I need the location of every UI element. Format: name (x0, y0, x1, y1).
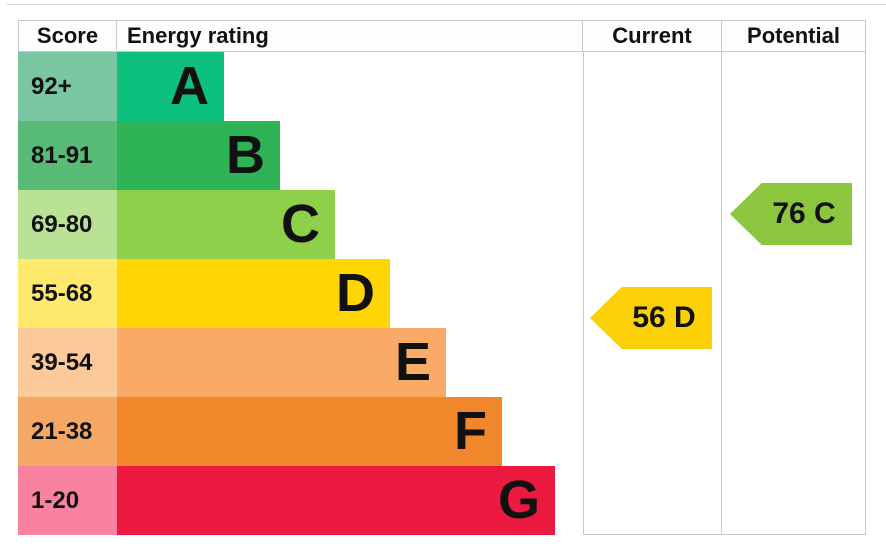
current-rating-label: 56 D (632, 301, 696, 334)
band-score-range: 81-91 (18, 121, 117, 190)
band-score-range: 39-54 (18, 328, 117, 397)
top-divider-line (6, 4, 886, 5)
potential-rating-label: 76 C (772, 197, 836, 230)
band-row-a: 92+ A (0, 52, 600, 121)
band-score-range: 55-68 (18, 259, 117, 328)
band-bar-letter: G (117, 466, 555, 535)
band-row-b: 81-91 B (0, 121, 600, 190)
header-current: Current (583, 20, 722, 52)
band-bar-letter: F (117, 397, 502, 466)
band-score-range: 92+ (18, 52, 117, 121)
band-bar-letter: E (117, 328, 446, 397)
band-score-range: 1-20 (18, 466, 117, 535)
band-row-c: 69-80 C (0, 190, 600, 259)
header-potential: Potential (722, 20, 866, 52)
band-score-range: 69-80 (18, 190, 117, 259)
band-row-f: 21-38 F (0, 397, 600, 466)
band-row-g: 1-20 G (0, 466, 600, 535)
band-row-d: 55-68 D (0, 259, 600, 328)
band-bar-letter: B (117, 121, 280, 190)
header-energy-rating: Energy rating (117, 20, 583, 52)
current-column (583, 52, 722, 535)
band-bar-letter: C (117, 190, 335, 259)
band-row-e: 39-54 E (0, 328, 600, 397)
band-bar-letter: D (117, 259, 390, 328)
potential-column (722, 52, 866, 535)
band-bar-letter: A (117, 52, 224, 121)
band-score-range: 21-38 (18, 397, 117, 466)
header-score: Score (18, 20, 117, 52)
